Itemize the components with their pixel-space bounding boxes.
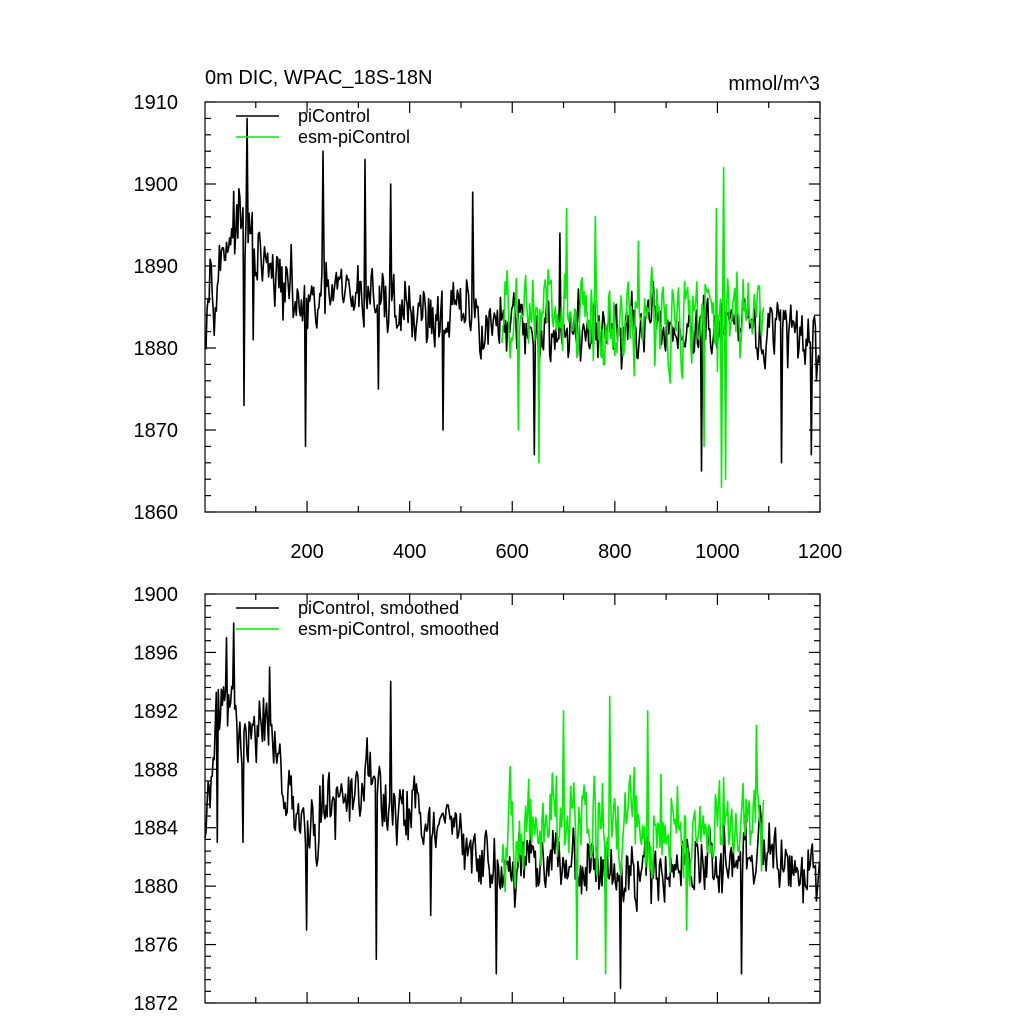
y-tick-label: 1870 [134, 420, 179, 442]
y-tick-label: 1892 [134, 701, 179, 723]
y-tick-label: 1910 [134, 92, 179, 114]
y-tick-label: 1890 [134, 256, 179, 278]
y-tick-label: 1888 [134, 759, 179, 781]
panel-top: 200 400 600 800 1000 1200 1860 1870 1880 1890 1900… [134, 67, 843, 563]
panel-bottom: 1872 1876 1880 1884 1888 1892 1896 1900 piContro… [134, 584, 821, 1015]
y-tick-label: 1880 [134, 876, 179, 898]
legend-label: piControl, smoothed [298, 598, 459, 618]
series-line-esm-picontrol [501, 166, 765, 489]
y-tick-label: 1896 [134, 642, 179, 664]
plot-frame [204, 593, 821, 1004]
y-tick-label: 1884 [134, 818, 179, 840]
y-tick-label: 1880 [134, 338, 179, 360]
legend-label: piControl [298, 106, 370, 126]
x-tick-label: 200 [290, 541, 323, 563]
legend-label: esm-piControl, smoothed [298, 619, 499, 639]
x-tick-label: 600 [496, 541, 529, 563]
series-line-picontrol [204, 622, 821, 990]
units-label: mmol/m^3 [728, 73, 820, 95]
chart-title: 0m DIC, WPAC_18S-18N [205, 67, 432, 89]
y-tick-label: 1900 [134, 174, 179, 196]
x-tick-label: 1200 [798, 541, 843, 563]
series-line-esm-picontrol [501, 695, 765, 975]
y-tick-label: 1900 [134, 584, 179, 606]
y-tick-label: 1876 [134, 935, 179, 957]
y-tick-label: 1860 [134, 502, 179, 524]
x-tick-label: 400 [393, 541, 426, 563]
x-tick-label: 1000 [695, 541, 740, 563]
y-tick-label: 1872 [134, 993, 179, 1015]
legend-label: esm-piControl [298, 127, 410, 147]
x-tick-label: 800 [598, 541, 631, 563]
